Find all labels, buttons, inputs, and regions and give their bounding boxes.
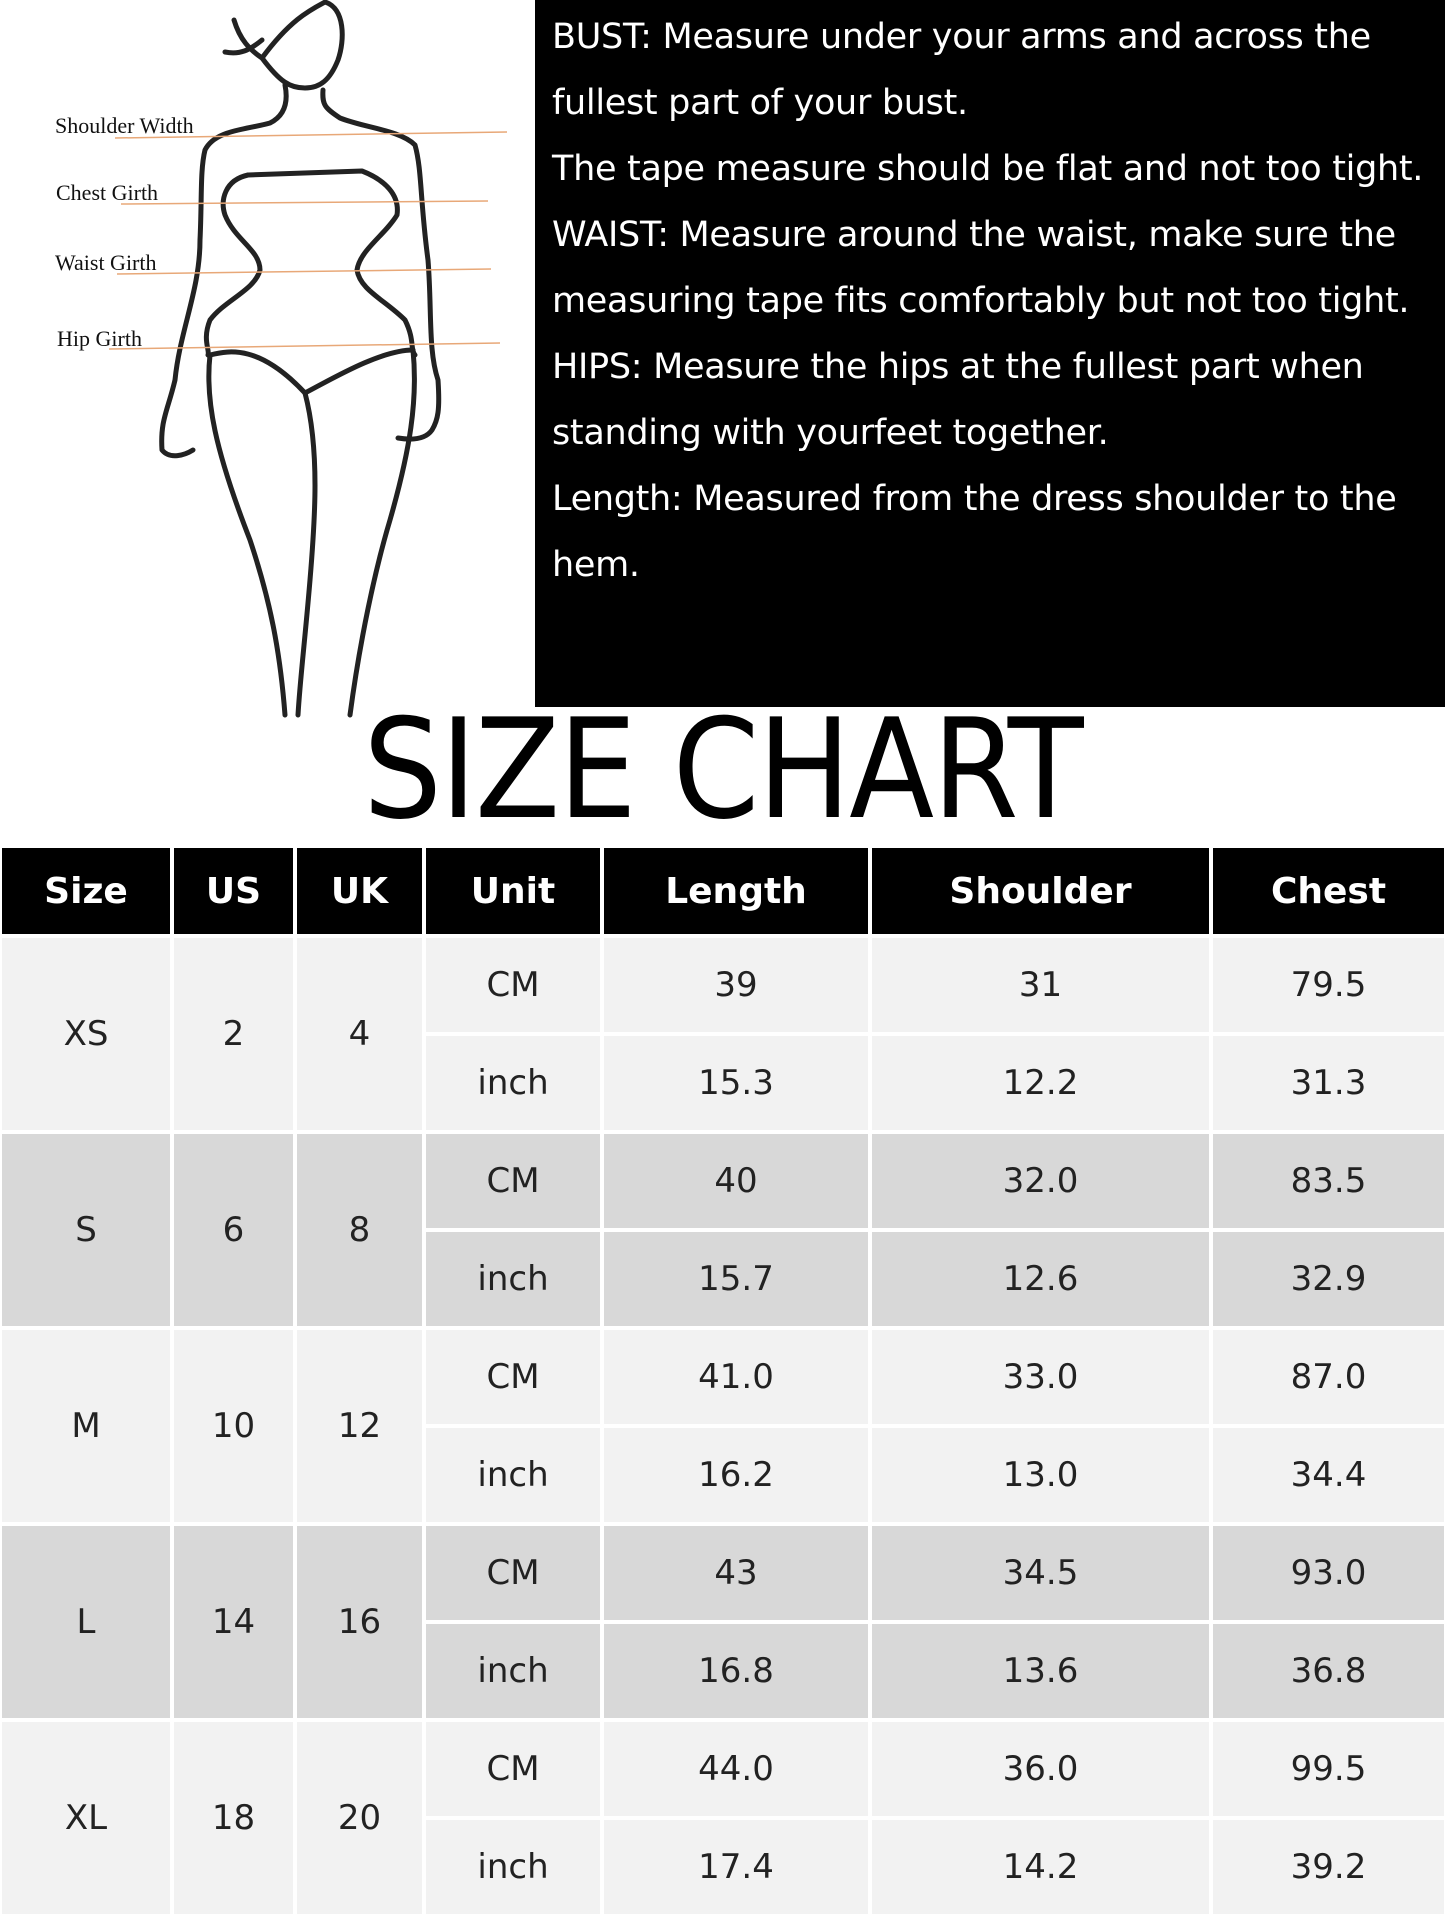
cell-us: 6: [174, 1134, 293, 1326]
cell-inch-length: 15.7: [604, 1232, 868, 1326]
label-waist-girth: Waist Girth: [55, 250, 157, 275]
label-hip-girth: Hip Girth: [57, 326, 142, 351]
shoulder-line: [114, 131, 508, 139]
cell-cm-shoulder: 36.0: [872, 1722, 1209, 1816]
cell-inch-unit: inch: [426, 1036, 600, 1130]
cell-cm-unit: CM: [426, 1526, 600, 1620]
cell-size: L: [2, 1526, 170, 1718]
hip-line: [108, 342, 501, 350]
cell-inch-shoulder: 12.2: [872, 1036, 1209, 1130]
header-size: Size: [2, 848, 170, 934]
label-shoulder-width: Shoulder Width: [55, 113, 194, 138]
cell-cm-shoulder: 31: [872, 938, 1209, 1032]
cell-cm-chest: 99.5: [1213, 1722, 1444, 1816]
cell-cm-unit: CM: [426, 1330, 600, 1424]
size-table: Size US UK Unit Length Shoulder Chest XS 2 4 CM 39 3…: [2, 848, 1444, 1914]
cell-uk: 12: [297, 1330, 422, 1522]
cell-inch-shoulder: 13.6: [872, 1624, 1209, 1718]
cell-inch-shoulder: 12.6: [872, 1232, 1209, 1326]
cell-us: 10: [174, 1330, 293, 1522]
cell-size: XS: [2, 938, 170, 1130]
cell-cm-chest: 83.5: [1213, 1134, 1444, 1228]
cell-inch-unit: inch: [426, 1232, 600, 1326]
body-outline: [159, 0, 442, 718]
header-unit: Unit: [426, 848, 600, 934]
cell-size: XL: [2, 1722, 170, 1914]
page-title: SIZE CHART: [363, 689, 1084, 850]
cell-us: 14: [174, 1526, 293, 1718]
instruction-waist: WAIST: Measure around the waist, make su…: [552, 215, 1410, 321]
header-chest: Chest: [1213, 848, 1444, 934]
cell-cm-length: 43: [604, 1526, 868, 1620]
header-us: US: [174, 848, 293, 934]
cell-inch-chest: 39.2: [1213, 1820, 1444, 1914]
cell-us: 18: [174, 1722, 293, 1914]
cell-size: M: [2, 1330, 170, 1522]
cell-cm-unit: CM: [426, 938, 600, 1032]
cell-cm-chest: 93.0: [1213, 1526, 1444, 1620]
instruction-length: Length: Measured from the dress shoulder…: [552, 479, 1397, 585]
cell-inch-length: 15.3: [604, 1036, 868, 1130]
cell-cm-length: 39: [604, 938, 868, 1032]
instruction-hips: HIPS: Measure the hips at the fullest pa…: [552, 347, 1364, 453]
label-chest-girth: Chest Girth: [56, 180, 158, 205]
cell-cm-chest: 79.5: [1213, 938, 1444, 1032]
chest-line: [120, 200, 489, 205]
cell-cm-unit: CM: [426, 1134, 600, 1228]
cell-cm-shoulder: 34.5: [872, 1526, 1209, 1620]
cell-cm-length: 40: [604, 1134, 868, 1228]
cell-inch-unit: inch: [426, 1428, 600, 1522]
cell-inch-chest: 31.3: [1213, 1036, 1444, 1130]
cell-uk: 8: [297, 1134, 422, 1326]
cell-inch-unit: inch: [426, 1820, 600, 1914]
instruction-bust: BUST: Measure under your arms and across…: [552, 17, 1371, 123]
cell-inch-chest: 36.8: [1213, 1624, 1444, 1718]
cell-cm-length: 41.0: [604, 1330, 868, 1424]
cell-inch-length: 16.2: [604, 1428, 868, 1522]
measurement-instructions: BUST: Measure under your arms and across…: [535, 0, 1445, 707]
cell-size: S: [2, 1134, 170, 1326]
cell-cm-chest: 87.0: [1213, 1330, 1444, 1424]
cell-inch-length: 17.4: [604, 1820, 868, 1914]
measure-lines: [108, 131, 508, 350]
cell-uk: 20: [297, 1722, 422, 1914]
cell-cm-shoulder: 32.0: [872, 1134, 1209, 1228]
cell-inch-length: 16.8: [604, 1624, 868, 1718]
cell-uk: 16: [297, 1526, 422, 1718]
cell-inch-chest: 34.4: [1213, 1428, 1444, 1522]
header-shoulder: Shoulder: [872, 848, 1209, 934]
header-length: Length: [604, 848, 868, 934]
cell-us: 2: [174, 938, 293, 1130]
cell-cm-shoulder: 33.0: [872, 1330, 1209, 1424]
cell-inch-chest: 32.9: [1213, 1232, 1444, 1326]
instruction-tape: The tape measure should be flat and not …: [552, 149, 1424, 189]
waist-line: [116, 268, 492, 275]
cell-cm-unit: CM: [426, 1722, 600, 1816]
header-uk: UK: [297, 848, 422, 934]
cell-inch-shoulder: 13.0: [872, 1428, 1209, 1522]
cell-cm-length: 44.0: [604, 1722, 868, 1816]
cell-inch-unit: inch: [426, 1624, 600, 1718]
cell-inch-shoulder: 14.2: [872, 1820, 1209, 1914]
cell-uk: 4: [297, 938, 422, 1130]
body-measurement-figure: Shoulder Width Chest Girth Waist Girth H…: [55, 0, 508, 718]
